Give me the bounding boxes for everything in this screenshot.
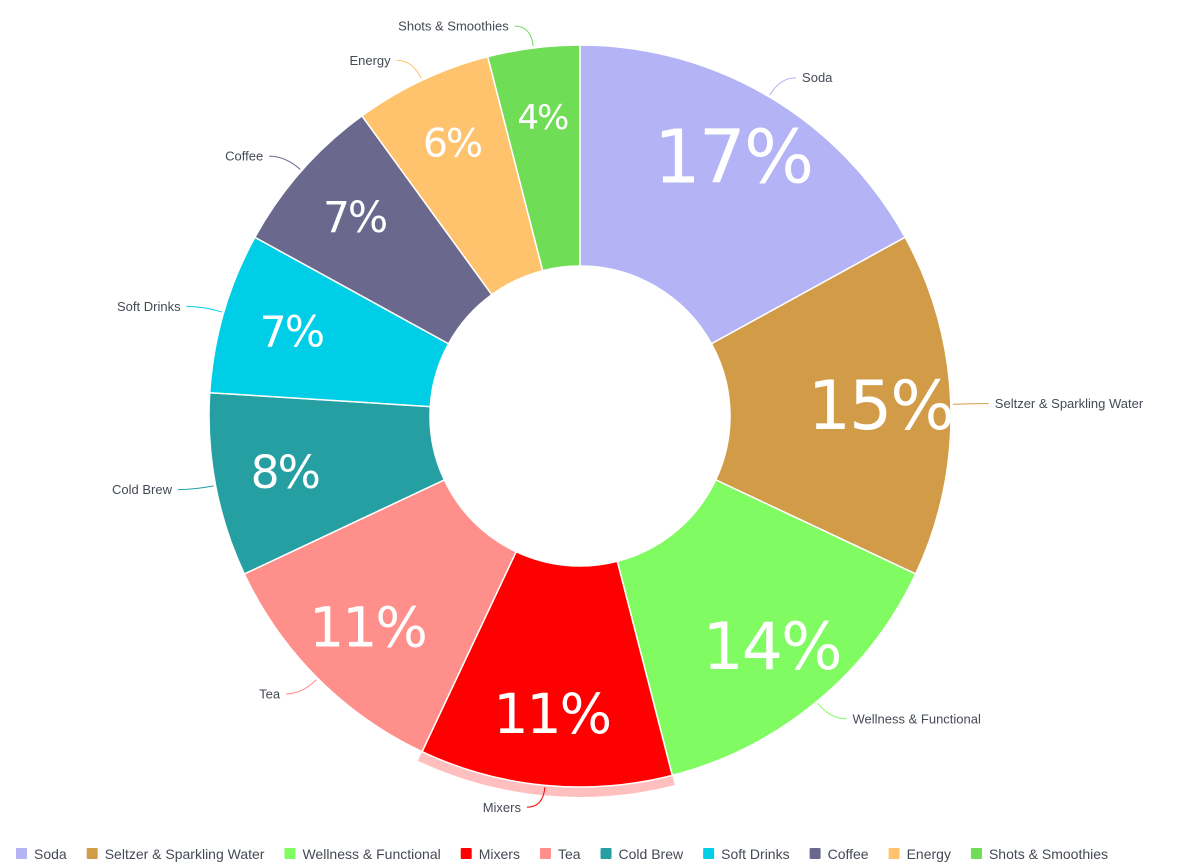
percent-label-tea: 11% (309, 596, 426, 660)
legend-item-coffee[interactable]: Coffee (809, 846, 869, 862)
slice-seltzer-and-sparkling-water[interactable] (710, 236, 952, 575)
legend-item-shots-and-smoothies[interactable]: Shots & Smoothies (970, 846, 1108, 862)
legend-label-coffee: Coffee (828, 846, 869, 862)
percent-label-soda: 17% (654, 114, 812, 200)
legend-item-soda[interactable]: Soda (16, 846, 67, 862)
category-label-mixers: Mixers (483, 800, 522, 815)
category-label-tea: Tea (259, 686, 281, 701)
percent-label-shots-and-smoothies: 4% (517, 98, 568, 138)
legend-swatch-coffee (809, 848, 821, 859)
leader-lines-layer (177, 25, 989, 808)
legend-swatch-soft-drinks (703, 848, 715, 859)
category-label-seltzer-and-sparkling-water: Seltzer & Sparkling Water (995, 396, 1144, 411)
legend-label-soft-drinks: Soft Drinks (721, 846, 789, 862)
labels-layer: 17% Soda 15% Seltzer & Sparkling Water 14% We… (112, 19, 1144, 815)
percent-label-soft-drinks: 7% (260, 308, 323, 357)
legend-item-mixers[interactable]: Mixers (460, 846, 520, 862)
category-label-coffee: Coffee (225, 149, 263, 164)
leader-line-soft-drinks (186, 305, 222, 313)
leader-line-mixers (527, 787, 546, 808)
legend-item-cold-brew[interactable]: Cold Brew (600, 846, 684, 862)
legend-label-mixers: Mixers (479, 846, 520, 862)
slice-shots-and-smoothies[interactable] (486, 44, 581, 272)
legend-label-soda: Soda (34, 846, 67, 862)
percent-label-mixers: 11% (493, 683, 610, 747)
slice-soda[interactable] (579, 44, 907, 345)
percent-label-cold-brew: 8% (251, 446, 319, 499)
legend-swatch-tea (539, 848, 551, 859)
leader-line-coffee (269, 155, 301, 170)
slice-highlight-mixers (417, 751, 675, 798)
legend-item-soft-drinks[interactable]: Soft Drinks (703, 846, 790, 862)
leader-line-seltzer-and-sparkling-water (952, 403, 989, 405)
leader-line-soda (769, 77, 797, 96)
leader-line-tea (286, 679, 317, 695)
legend-label-shots-and-smoothies: Shots & Smoothies (989, 846, 1108, 862)
category-label-soda: Soda (802, 70, 833, 85)
legend-swatch-seltzer-and-sparkling-water (86, 848, 98, 859)
percent-label-wellness-and-functional: 14% (703, 610, 841, 685)
leader-line-shots-and-smoothies (514, 25, 534, 47)
legend-swatch-shots-and-smoothies (970, 848, 982, 859)
percent-label-seltzer-and-sparkling-water: 15% (808, 367, 953, 446)
legend-item-seltzer-and-sparkling-water[interactable]: Seltzer & Sparkling Water (86, 846, 265, 862)
legend-item-energy[interactable]: Energy (888, 846, 951, 862)
legend-item-wellness-and-functional[interactable]: Wellness & Functional (284, 846, 441, 862)
slice-wellness-and-functional[interactable] (616, 478, 917, 777)
legend-swatch-wellness-and-functional (284, 848, 296, 859)
leader-line-energy (396, 59, 422, 79)
percent-label-coffee: 7% (323, 193, 386, 242)
slice-mixers[interactable] (421, 550, 674, 788)
category-label-cold-brew: Cold Brew (112, 482, 173, 497)
legend-swatch-energy (888, 848, 900, 859)
slice-tea[interactable] (243, 478, 518, 753)
legend-label-cold-brew: Cold Brew (619, 846, 684, 862)
legend-item-tea[interactable]: Tea (539, 846, 581, 862)
legend-swatch-mixers (460, 848, 472, 859)
leader-line-cold-brew (177, 485, 214, 491)
legend-label-seltzer-and-sparkling-water: Seltzer & Sparkling Water (105, 846, 265, 862)
legend-label-wellness-and-functional: Wellness & Functional (302, 846, 440, 862)
leader-line-wellness-and-functional (817, 703, 847, 720)
category-label-shots-and-smoothies: Shots & Smoothies (398, 19, 509, 34)
legend-label-energy: Energy (907, 846, 951, 862)
category-label-soft-drinks: Soft Drinks (117, 299, 181, 314)
slices-layer (208, 44, 952, 798)
legend-label-tea: Tea (558, 846, 581, 862)
category-label-wellness-and-functional: Wellness & Functional (853, 711, 981, 726)
legend-swatch-soda (16, 848, 27, 859)
legend: Soda Seltzer & Sparkling Water Wellness & … (16, 846, 1108, 862)
category-label-energy: Energy (349, 53, 391, 68)
legend-swatch-cold-brew (600, 848, 612, 859)
percent-label-energy: 6% (423, 122, 482, 167)
